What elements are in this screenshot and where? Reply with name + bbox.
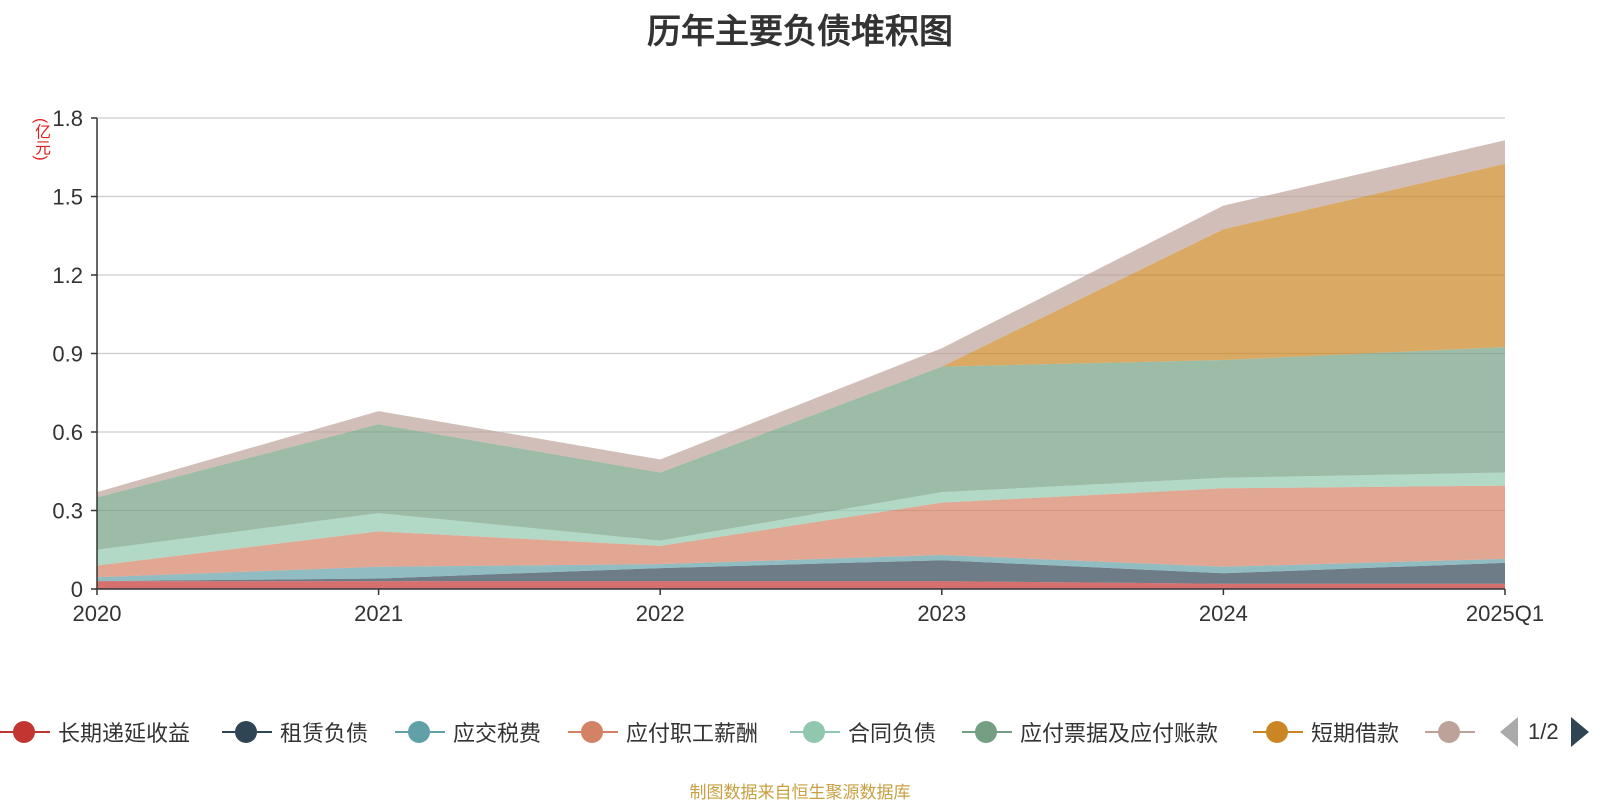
area-series-4[interactable]	[97, 472, 1505, 566]
area-series	[97, 140, 1505, 589]
legend-label: 短期借款	[1311, 721, 1400, 746]
legend-symbol-icon	[0, 717, 50, 747]
legend-item-6[interactable]: 短期借款	[1253, 712, 1399, 752]
legend-symbol-icon	[1253, 717, 1303, 747]
legend-symbol-icon	[222, 717, 272, 747]
legend: 长期递延收益 租赁负债 应交税费 应付职工薪酬 合同负债 应付票据及应付账款 短期借款	[0, 712, 1600, 752]
legend-label: 长期递延收益	[58, 721, 191, 746]
legend-symbol-icon	[395, 717, 445, 747]
source-note: 制图数据来自恒生聚源数据库	[689, 783, 911, 802]
y-tick-label: 0.6	[52, 420, 83, 445]
tick-labels: 0 0.3 0.6 0.9 1.2 1.5 1.8 2020 2021 2022 2023 2024 2…	[52, 106, 1544, 626]
area-series-6[interactable]	[97, 163, 1505, 498]
triangle-left-icon[interactable]	[1500, 717, 1518, 747]
legend-label: 应付票据及应付账款	[1020, 721, 1219, 746]
y-tick-label: 0	[71, 577, 83, 602]
x-tick-label: 2022	[636, 601, 685, 626]
legend-symbol-icon	[568, 717, 618, 747]
x-tick-label: 2020	[73, 601, 122, 626]
legend-symbol-icon	[962, 717, 1012, 747]
area-series-1[interactable]	[97, 560, 1505, 584]
chart-title: 历年主要负债堆积图	[647, 13, 953, 51]
x-tick-label: 2023	[917, 601, 966, 626]
legend-label: 合同负债	[848, 721, 937, 746]
legend-item-7[interactable]	[1425, 712, 1475, 752]
legend-page-indicator: 1/2	[1528, 719, 1559, 744]
legend-label: 应交税费	[453, 721, 542, 746]
area-series-5[interactable]	[97, 346, 1505, 550]
triangle-right-icon[interactable]	[1570, 717, 1589, 747]
legend-item-5[interactable]: 应付票据及应付账款	[962, 712, 1218, 752]
area-series-3[interactable]	[97, 485, 1505, 578]
axes	[91, 117, 1506, 595]
legend-pager: 1/2	[1500, 712, 1589, 752]
area-series-7[interactable]	[97, 140, 1505, 498]
x-tick-label: 2024	[1199, 601, 1248, 626]
legend-item-3[interactable]: 应付职工薪酬	[568, 712, 758, 752]
y-tick-label: 0.3	[52, 499, 83, 524]
x-tick-label: 2021	[354, 601, 403, 626]
y-tick-label: 1.8	[52, 106, 83, 131]
legend-item-2[interactable]: 应交税费	[395, 712, 541, 752]
legend-item-0[interactable]: 长期递延收益	[0, 712, 190, 752]
legend-label: 租赁负债	[280, 721, 369, 746]
legend-item-1[interactable]: 租赁负债	[222, 712, 368, 752]
area-series-0[interactable]	[97, 581, 1505, 589]
legend-item-4[interactable]: 合同负债	[790, 712, 936, 752]
legend-label: 应付职工薪酬	[626, 721, 759, 746]
x-tick-label: 2025Q1	[1466, 601, 1544, 626]
stacked-area-chart: 0 0.3 0.6 0.9 1.2 1.5 1.8 2020 2021 2022 2023 2024 2…	[52, 106, 1544, 626]
area-series-2[interactable]	[97, 554, 1505, 582]
y-tick-label: 1.2	[52, 263, 83, 288]
y-tick-label: 1.5	[52, 185, 83, 210]
y-tick-label: 0.9	[52, 342, 83, 367]
legend-symbol-icon	[1425, 717, 1475, 747]
legend-symbol-icon	[790, 717, 840, 747]
y-axis-unit-label: (亿元)	[32, 118, 49, 161]
